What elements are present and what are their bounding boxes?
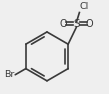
Text: O: O [60, 19, 67, 29]
Text: S: S [73, 19, 80, 29]
Text: O: O [86, 19, 94, 29]
Text: Cl: Cl [80, 2, 89, 11]
Text: Br: Br [4, 70, 15, 79]
